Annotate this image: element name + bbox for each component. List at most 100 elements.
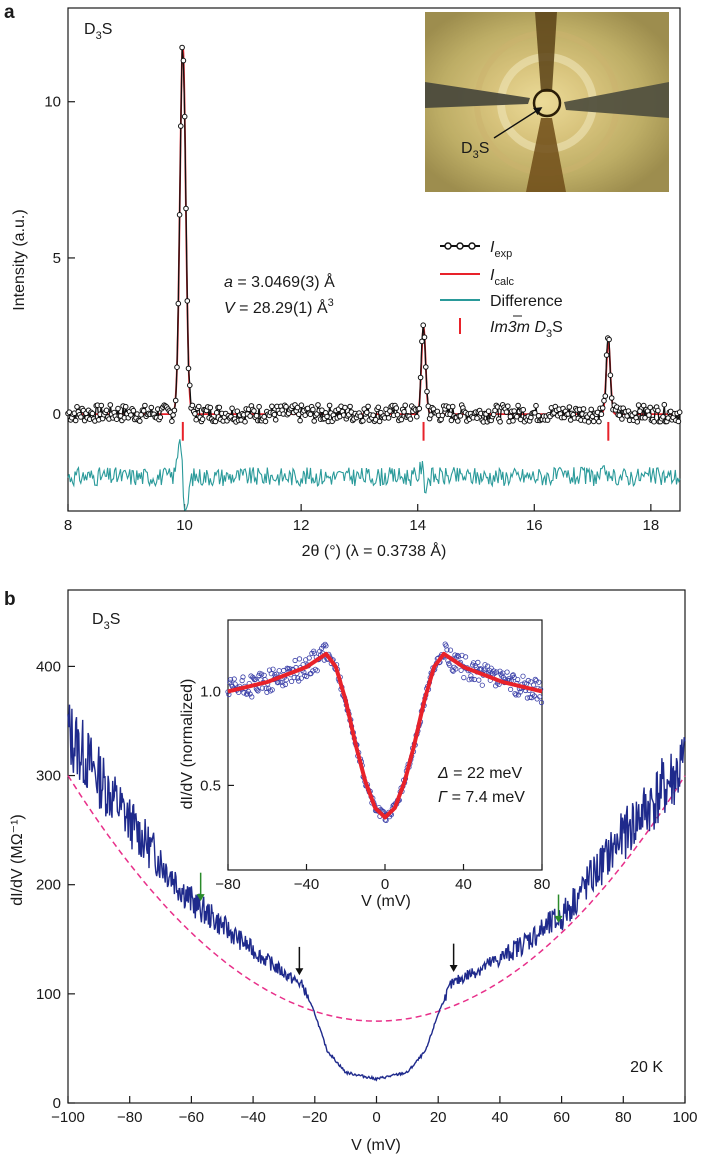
inset-data-point [314,668,320,674]
inset-data-point [268,671,274,677]
exp-point [407,416,414,422]
panel-a-frame [67,7,681,512]
inset-data-point [476,677,482,683]
inset-data-point [323,643,329,649]
exp-point [342,404,348,411]
exp-point [294,404,301,411]
inset-data-point [258,671,265,677]
exp-point [449,403,456,410]
exp-point [505,403,511,410]
exp-point [324,413,330,420]
svg-text:Iexp: Iexp [490,239,512,260]
inset-data-point [520,673,526,679]
panel-a-ytick-label: 0 [53,406,61,423]
inset-data-point [273,671,280,677]
inset-data-point [499,673,505,679]
inset-data-point [527,694,533,701]
inset-broadening-value: Γ = 7.4 meV [438,789,525,806]
exp-point [401,409,407,415]
inset-data-point [296,656,303,662]
exp-point [347,403,353,410]
exp-point [140,408,147,414]
exp-point [416,405,423,412]
exp-point [598,411,605,418]
exp-point [130,407,137,414]
microscope-photo: D3S [425,12,669,192]
inset-data-point [254,687,260,693]
exp-point [421,334,428,341]
exp-point [414,413,420,420]
arrow-head [295,968,304,976]
panel-b-compound-label: D3S [92,611,120,632]
exp-point [515,402,521,409]
exp-point [157,414,164,421]
exp-point [424,388,430,395]
inset-data-point [269,687,275,693]
exp-point [596,418,602,425]
exp-point [580,406,587,412]
background-dashed-line [67,775,686,1022]
panel-b-xlabel: V (mV) [351,1137,401,1154]
panel-a-legend: Iexp Icalc Difference Im3m D3S [440,239,563,340]
exp-point [311,418,318,424]
panel-a-xtick-label: 18 [643,517,660,534]
exp-point [510,418,516,424]
inset-data-point [537,694,543,700]
exp-point [634,419,641,425]
inset-data-point [298,675,304,681]
exp-point [393,405,400,411]
inset-data-point [252,676,258,682]
exp-point [439,412,446,419]
panel-a-ticks: 8 10 12 14 16 18 0 5 10 [44,94,659,534]
inset-data-point [479,682,485,688]
panel-a-xtick-label: 16 [526,517,543,534]
exp-point [376,418,383,425]
inset-data-point [538,699,545,706]
exp-point [183,205,189,212]
inset-xlabel: V (mV) [361,893,411,910]
inset-data-point [532,676,538,683]
panel-b-xtick-label: −60 [179,1109,204,1126]
inset-data-point [469,676,475,682]
inset-data-point [530,682,537,688]
exp-point [310,406,316,413]
conductance-line [67,704,686,1082]
inset-data-point [488,665,494,671]
exp-point [256,403,262,410]
exp-point [247,413,253,419]
exp-point [78,414,84,420]
exp-point [457,413,464,419]
inset-data-point [475,659,481,666]
exp-point [115,405,121,412]
exp-point [637,408,643,415]
exp-point [207,404,214,411]
inset-xtick-label: 40 [455,876,472,893]
exp-point [661,401,668,408]
exp-point [474,415,480,422]
inset-data-point [280,683,286,689]
panel-a-ytick-label: 5 [53,250,61,267]
panel-b-xtick-label: −40 [240,1109,265,1126]
exp-point [423,364,429,370]
photo-sample-label: D3S [461,140,489,161]
inset-data-point [515,676,521,683]
inset-data-point [528,679,534,685]
exp-point [402,402,409,409]
panel-a-xtick-label: 8 [64,517,72,534]
exp-point [176,212,183,218]
exp-point [585,419,592,425]
panel-a-xlabel: 2θ (°) (λ = 0.3738 Å) [302,541,447,560]
exp-point [184,298,191,304]
exp-point [242,418,248,425]
exp-point [122,403,129,410]
inset-data-point [451,664,457,670]
exp-point [271,411,278,418]
svg-text:Icalc: Icalc [490,267,515,288]
exp-point [326,402,333,409]
exp-point [619,416,625,422]
exp-point [387,408,393,414]
inset-xtick-label: 80 [534,876,551,893]
panel-a-compound-label: D3S [84,21,112,42]
inset-data-point [282,681,288,688]
